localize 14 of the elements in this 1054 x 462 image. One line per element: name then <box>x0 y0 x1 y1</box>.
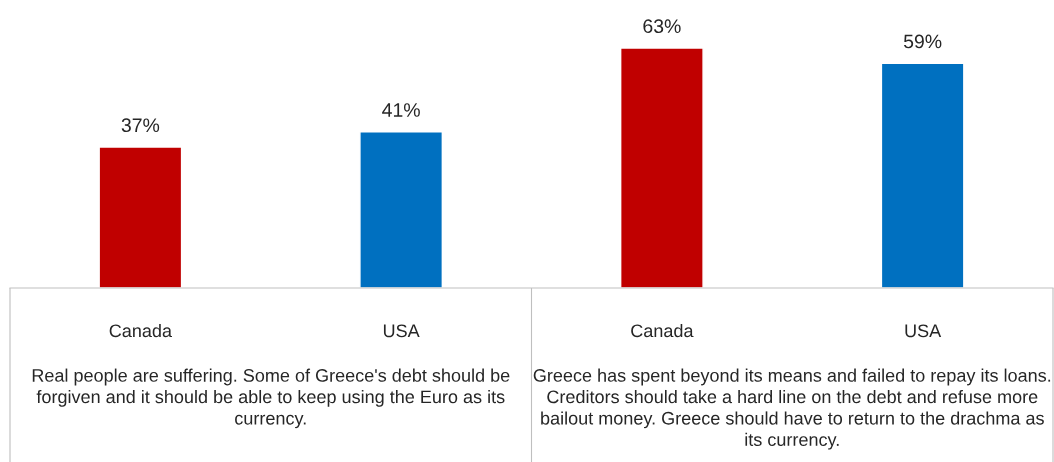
data-label: 63% <box>643 19 681 34</box>
text: USA <box>383 324 420 338</box>
text: USA <box>905 324 942 338</box>
x-tick-label: Real people are suffering. Some of Greece's debt should be forgiven and it should be able to keep using the Euro as its currency. <box>32 368 510 429</box>
bar <box>880 62 965 288</box>
data-label: 59% <box>903 34 942 49</box>
data-label: 41% <box>382 103 420 117</box>
series-label: Canada <box>109 323 172 338</box>
x-tick-label: Greece has spent beyond its means and failed to repay its loans. Creditors should take a hard line on the debt and refuse more bailout money. Greece should have to return to the drachma as its currency. <box>533 368 1051 450</box>
bar <box>98 146 183 288</box>
bar <box>619 47 704 288</box>
data-label: 37% <box>121 118 160 133</box>
bar <box>359 131 444 288</box>
text: Canada <box>631 323 694 338</box>
